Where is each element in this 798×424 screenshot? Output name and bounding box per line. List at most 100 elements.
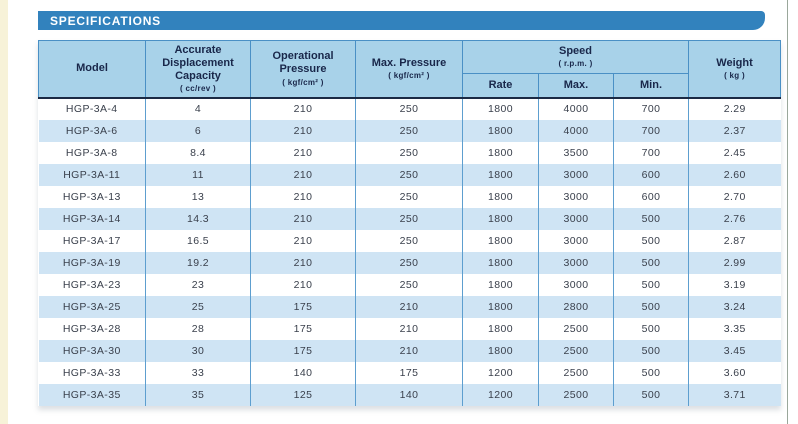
table-row: HGP-3A-11 11 210 250 1800 3000 600 2.60 [38,163,781,186]
header-displacement: Accurate Displacement Capacity ( cc/rev … [145,40,251,98]
cell-value: 250 [355,163,463,186]
cell-value: 4000 [538,119,614,142]
table-row: HGP-3A-8 8.4 210 250 1800 3500 700 2.45 [38,141,781,164]
header-weight: Weight ( kg ) [688,40,782,98]
cell-value: 2500 [538,383,614,406]
cell-value: 23 [145,273,251,296]
table-row: HGP-3A-14 14.3 210 250 1800 3000 500 2.76 [38,207,781,230]
cell-value: 500 [612,273,690,296]
cell-value: 600 [612,163,690,186]
cell-value: 1800 [462,251,539,274]
header-speed-unit: ( r.p.m. ) [558,59,593,69]
cell-value: 500 [612,251,690,274]
cell-value: 1800 [462,185,539,208]
cell-value: 1800 [462,207,539,230]
cell-value: 175 [250,317,356,340]
table-row: HGP-3A-6 6 210 250 1800 4000 700 2.37 [38,119,781,142]
cell-value: 2.37 [688,119,781,142]
table-row: HGP-3A-13 13 210 250 1800 3000 600 2.70 [38,185,781,208]
cell-value: 140 [250,361,356,384]
cell-value: 4 [145,97,251,120]
header-speed-max: Max. [538,73,614,98]
cell-value: 500 [612,295,690,318]
header-model-label: Model [76,62,108,75]
cell-value: 210 [250,273,356,296]
header-max-pressure: Max. Pressure ( kgf/cm² ) [355,40,463,98]
cell-value: 2500 [538,317,614,340]
section-banner: SPECIFICATIONS [38,11,765,30]
page-edge-line [787,0,788,424]
cell-value: 1800 [462,317,539,340]
header-operational-pressure: Operational Pressure ( kgf/cm² ) [250,40,356,98]
cell-value: 16.5 [145,229,251,252]
cell-value: 700 [612,97,690,120]
table-row: HGP-3A-28 28 175 210 1800 2500 500 3.35 [38,317,781,340]
table-row: HGP-3A-35 35 125 140 1200 2500 500 3.71 [38,383,781,406]
cell-model: HGP-3A-4 [38,97,146,120]
cell-value: 210 [250,163,356,186]
cell-value: 250 [355,141,463,164]
cell-value: 210 [250,119,356,142]
cell-value: 1800 [462,339,539,362]
cell-value: 500 [612,361,690,384]
header-max-pressure-unit: ( kgf/cm² ) [388,71,430,81]
cell-value: 250 [355,229,463,252]
cell-value: 3000 [538,163,614,186]
cell-model: HGP-3A-8 [38,141,146,164]
page-edge-strip [0,0,8,424]
cell-value: 3000 [538,251,614,274]
cell-value: 500 [612,339,690,362]
header-operational-pressure-label: Operational Pressure [272,50,334,76]
cell-value: 3000 [538,273,614,296]
cell-model: HGP-3A-33 [38,361,146,384]
cell-value: 2.60 [688,163,781,186]
cell-model: HGP-3A-35 [38,383,146,406]
cell-value: 210 [355,317,463,340]
cell-value: 8.4 [145,141,251,164]
cell-model: HGP-3A-30 [38,339,146,362]
table-row: HGP-3A-4 4 210 250 1800 4000 700 2.29 [38,97,781,120]
cell-value: 1800 [462,97,539,120]
cell-model: HGP-3A-13 [38,185,146,208]
cell-value: 1800 [462,141,539,164]
cell-model: HGP-3A-6 [38,119,146,142]
cell-model: HGP-3A-14 [38,207,146,230]
cell-value: 1800 [462,295,539,318]
cell-value: 2800 [538,295,614,318]
cell-value: 140 [355,383,463,406]
cell-value: 2.29 [688,97,781,120]
cell-value: 210 [250,141,356,164]
cell-value: 25 [145,295,251,318]
cell-value: 3000 [538,207,614,230]
cell-value: 210 [250,251,356,274]
cell-value: 210 [355,295,463,318]
cell-value: 4000 [538,97,614,120]
cell-value: 3000 [538,185,614,208]
header-weight-label: Weight [716,56,753,69]
table-row: HGP-3A-25 25 175 210 1800 2800 500 3.24 [38,295,781,318]
header-displacement-label: Accurate Displacement Capacity [162,43,234,83]
cell-value: 2.45 [688,141,781,164]
header-speed-min: Min. [612,73,690,98]
cell-value: 30 [145,339,251,362]
header-max-pressure-label: Max. Pressure [371,56,447,69]
cell-model: HGP-3A-19 [38,251,146,274]
cell-value: 500 [612,317,690,340]
cell-value: 210 [250,207,356,230]
cell-value: 210 [355,339,463,362]
cell-value: 3.35 [688,317,781,340]
cell-value: 3.71 [688,383,781,406]
cell-value: 33 [145,361,251,384]
cell-value: 210 [250,229,356,252]
table-header: Model Accurate Displacement Capacity ( c… [38,40,782,98]
cell-value: 2500 [538,361,614,384]
cell-model: HGP-3A-28 [38,317,146,340]
cell-value: 700 [612,119,690,142]
cell-value: 2.99 [688,251,781,274]
cell-value: 3.19 [688,273,781,296]
header-speed: Speed ( r.p.m. ) [461,40,690,74]
cell-value: 250 [355,251,463,274]
cell-value: 2.70 [688,185,781,208]
cell-value: 3.45 [688,339,781,362]
